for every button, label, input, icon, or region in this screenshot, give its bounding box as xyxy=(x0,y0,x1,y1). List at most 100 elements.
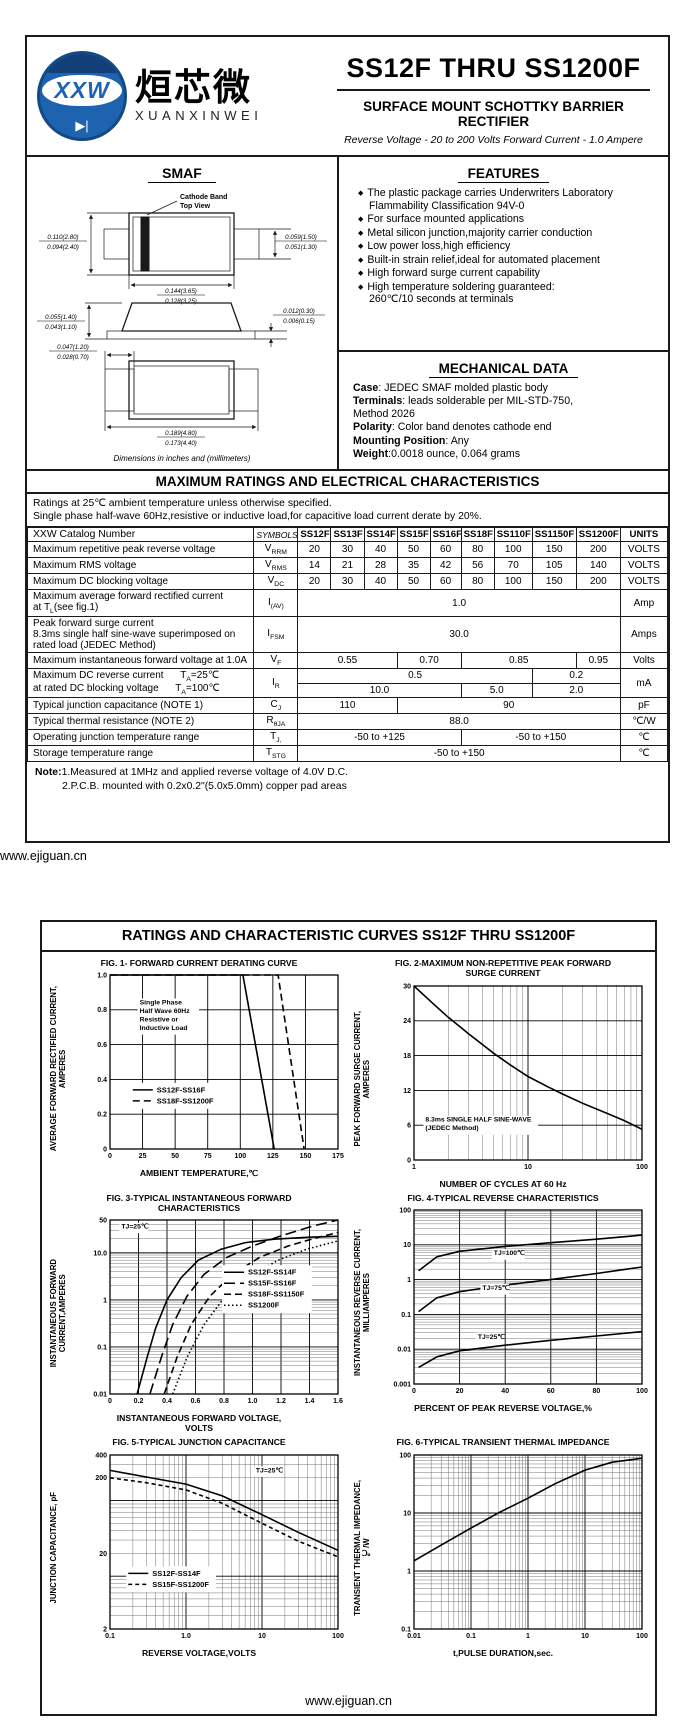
svg-text:400: 400 xyxy=(95,1452,107,1459)
svg-text:150: 150 xyxy=(300,1153,312,1160)
table-cell: ℃ xyxy=(619,729,669,746)
cathode-band-callout: Cathode Band xyxy=(180,194,227,201)
fig4-annotation: TJ=75℃ xyxy=(482,1284,509,1292)
table-header-part: SS18F xyxy=(460,527,495,542)
figures-grid: FIG. 1- FORWARD CURRENT DERATING CURVE AV… xyxy=(42,952,655,1658)
svg-text:0.059(1.50): 0.059(1.50) xyxy=(285,234,317,241)
svg-text:0.051(1.30): 0.051(1.30) xyxy=(285,244,317,251)
features-section: FEATURES ◆ The plastic package carries Un… xyxy=(339,157,668,350)
table-cell: Volts xyxy=(619,652,669,669)
svg-text:0.028(0.70): 0.028(0.70) xyxy=(57,354,89,361)
svg-text:10.0: 10.0 xyxy=(93,1251,107,1258)
svg-text:0.1: 0.1 xyxy=(466,1633,476,1640)
table-cell: Amps xyxy=(619,616,669,653)
table-cell: 90 xyxy=(396,697,621,714)
mechanical-data-line: Terminals: leads solderable per MIL-STD-… xyxy=(353,394,574,421)
mechanical-data-line: Weight:0.0018 ounce, 0.064 grams xyxy=(353,447,521,460)
table-cell: 150 xyxy=(531,573,577,590)
fig3-chart: 0 0.2 0.4 0.6 0.8 1.0 1.2 1.4 1.6 0.01 0.1 1 10.0 50 S… xyxy=(93,1218,343,1406)
table-cell: VOLTS xyxy=(619,541,669,558)
table-cell: 50 xyxy=(396,541,431,558)
table-cell: 100 xyxy=(493,573,533,590)
package-name: SMAF xyxy=(148,165,216,183)
header: XXW ▶| 烜芯微 XUANXINWEI SS12F THRU SS1200F… xyxy=(27,37,668,157)
logo-xxw-icon: XXW ▶| xyxy=(37,51,127,141)
svg-text:125: 125 xyxy=(267,1153,279,1160)
fig4-annotation: TJ=25℃ xyxy=(478,1333,505,1341)
table-row: Typical junction capacitance (NOTE 1) CJ 1… xyxy=(26,697,669,714)
fig4-xlabel: PERCENT OF PEAK REVERSE VOLTAGE,% xyxy=(414,1402,592,1413)
fig3-legend-label: SS12F-SS14F xyxy=(248,1268,297,1277)
svg-text:20: 20 xyxy=(456,1388,464,1395)
fig2-title: FIG. 2-MAXIMUM NON-REPETITIVE PEAK FORWA… xyxy=(394,958,612,979)
fig2-ylabel: PEAK FORWARD SURGE CURRENT, AMPERES xyxy=(353,1010,371,1147)
table-row: Maximum repetitive peak reverse voltage V… xyxy=(26,541,669,558)
page1-frame: XXW ▶| 烜芯微 XUANXINWEI SS12F THRU SS1200F… xyxy=(25,35,670,843)
table-header-symbols: SYMBOLS xyxy=(253,527,299,542)
part-range-title: SS12F THRU SS1200F xyxy=(346,52,641,83)
table-header-part: SS15F xyxy=(396,527,431,542)
svg-text:30: 30 xyxy=(403,983,411,990)
table-cell: 40 xyxy=(363,541,398,558)
package-side-view: 0.055(1.40) 0.043(1.10) 0.012(0.30) 0.006(… xyxy=(37,302,325,347)
svg-text:0.1: 0.1 xyxy=(401,1312,411,1319)
table-cell: 60 xyxy=(429,541,462,558)
table-header-part: SS1200F xyxy=(575,527,621,542)
table-cell: 150 xyxy=(531,541,577,558)
table-cell: 30.0 xyxy=(297,616,621,653)
brand-name-english: XUANXINWEI xyxy=(135,108,263,124)
fig5-series xyxy=(109,1476,339,1558)
table-header-part: SS110F xyxy=(493,527,533,542)
fig4-annotation: TJ=100℃ xyxy=(494,1249,525,1257)
table-cell: 1.0 xyxy=(297,589,621,617)
svg-text:0.047(1.20): 0.047(1.20) xyxy=(57,344,89,351)
feature-item: ◆ The plastic package carries Underwriter… xyxy=(358,187,613,212)
fig2-annotation: (JEDEC Method) xyxy=(425,1125,478,1132)
bullet-icon: ◆ xyxy=(358,229,364,237)
svg-text:0.6: 0.6 xyxy=(97,1042,107,1049)
figure-fig6: FIG. 6-TYPICAL TRANSIENT THERMAL IMPEDAN… xyxy=(353,1437,652,1657)
svg-text:80: 80 xyxy=(593,1388,601,1395)
svg-text:1.0: 1.0 xyxy=(97,973,107,980)
logo-monogram: XXW xyxy=(54,77,110,103)
svg-text:10: 10 xyxy=(258,1633,266,1640)
table-cell: Typical junction capacitance (NOTE 1) xyxy=(26,697,255,714)
table-cell: pF xyxy=(619,697,669,714)
svg-text:0.2: 0.2 xyxy=(134,1398,144,1405)
fig3-legend-label: SS1200F xyxy=(248,1301,280,1310)
svg-text:10: 10 xyxy=(403,1242,411,1249)
table-cell: I(AV) xyxy=(253,589,299,617)
fig5-xlabel: REVERSE VOLTAGE,VOLTS xyxy=(141,1647,257,1658)
table-cell: 200 xyxy=(575,573,621,590)
svg-text:1: 1 xyxy=(103,1298,107,1305)
svg-text:100: 100 xyxy=(636,1164,648,1171)
bullet-icon: ◆ xyxy=(358,256,364,264)
fig1-annotation: Half Wave 60Hz xyxy=(140,1008,191,1015)
svg-text:0.043(1.10): 0.043(1.10) xyxy=(45,324,77,331)
table-cell: IFSM xyxy=(253,616,299,653)
table-cell: Operating junction temperature range xyxy=(26,729,255,746)
brand-logo: XXW ▶| 烜芯微 XUANXINWEI xyxy=(37,51,329,141)
svg-text:40: 40 xyxy=(501,1388,509,1395)
svg-text:0: 0 xyxy=(108,1398,112,1405)
bullet-icon: ◆ xyxy=(358,270,364,277)
fig4-title: FIG. 4-TYPICAL REVERSE CHARACTERISTICS xyxy=(407,1192,599,1203)
svg-text:0.1: 0.1 xyxy=(105,1633,115,1640)
fig4-series xyxy=(418,1330,643,1369)
fig1-ylabel: AVERAGE FORWARD RECTIFIED CURRENT, AMPER… xyxy=(49,985,67,1151)
package-top-view: Cathode Band Top View 0.110(2.80) 0.094(2… xyxy=(39,194,327,305)
fig1-annotation: Resistive or xyxy=(140,1017,179,1024)
fig6-ylabel: TRANSIENT THERMAL IMPEDANCE, ℃/W xyxy=(353,1479,371,1616)
svg-text:0.173(4.40): 0.173(4.40) xyxy=(165,440,197,447)
fig5-annotation: TJ=25℃ xyxy=(256,1466,283,1474)
table-notes: Note:1.Measured at 1MHz and applied reve… xyxy=(35,767,349,793)
svg-text:18: 18 xyxy=(403,1053,411,1060)
table-cell: -50 to +150 xyxy=(297,745,621,762)
table-cell: VOLTS xyxy=(619,557,669,574)
table-cell: Amp xyxy=(619,589,669,617)
table-cell: 80 xyxy=(460,541,495,558)
svg-text:1: 1 xyxy=(412,1164,416,1171)
svg-text:0: 0 xyxy=(108,1153,112,1160)
svg-text:1.0: 1.0 xyxy=(181,1633,191,1640)
table-cell: RθJA xyxy=(253,713,299,730)
